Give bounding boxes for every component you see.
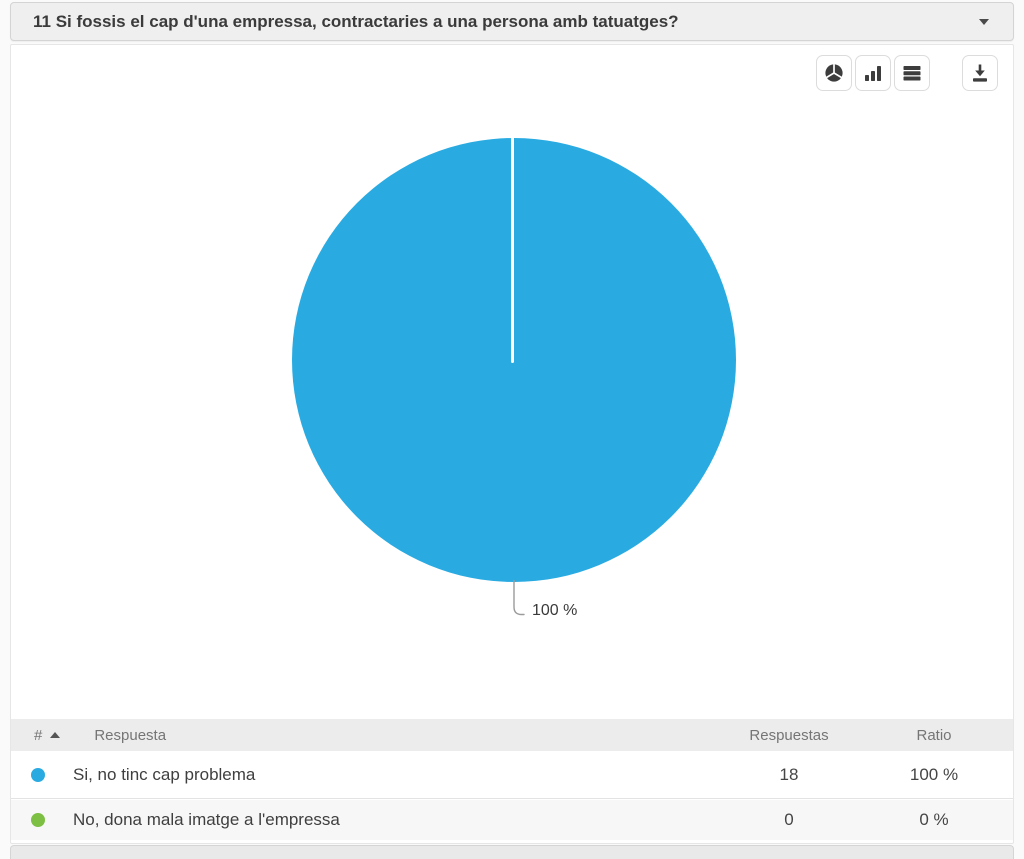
column-header-answer[interactable]: Respuesta bbox=[94, 726, 167, 744]
table-list-icon bbox=[902, 63, 922, 83]
num-header-label: # bbox=[34, 726, 43, 744]
pie-slice[interactable] bbox=[292, 138, 736, 582]
question-title: 11 Si fossis el cap d'una empressa, cont… bbox=[33, 11, 679, 31]
pie-value-label: 100 % bbox=[532, 602, 578, 619]
column-header-responses[interactable]: Respuestas bbox=[749, 726, 829, 744]
triangle-up-icon bbox=[50, 732, 61, 738]
ratio-value: 100 % bbox=[909, 764, 959, 784]
bar-chart-view-button[interactable] bbox=[855, 55, 891, 91]
pie-divider-line bbox=[511, 138, 514, 363]
download-icon bbox=[970, 63, 990, 83]
table-row: Si, no tinc cap problema 18 100 % bbox=[11, 751, 1013, 799]
next-question-header[interactable] bbox=[10, 845, 1014, 859]
responses-value: 18 bbox=[779, 764, 799, 784]
legend-dot bbox=[31, 813, 45, 827]
chart-panel: 100 % # Respuesta Respuestas Ratio Si, n… bbox=[10, 44, 1014, 844]
pie-chart-view-button[interactable] bbox=[816, 55, 852, 91]
column-header-ratio[interactable]: Ratio bbox=[916, 726, 952, 744]
question-header[interactable]: 11 Si fossis el cap d'una empressa, cont… bbox=[10, 2, 1014, 41]
answer-label: Si, no tinc cap problema bbox=[73, 764, 256, 784]
download-button[interactable] bbox=[962, 55, 998, 91]
answer-label: No, dona mala imatge a l'empressa bbox=[73, 810, 340, 829]
caret-down-icon[interactable] bbox=[979, 18, 989, 25]
bar-chart-icon bbox=[863, 63, 883, 83]
ratio-value: 0 % bbox=[919, 810, 949, 829]
table-row: No, dona mala imatge a l'empressa 0 0 % bbox=[11, 800, 1013, 840]
responses-value: 0 bbox=[784, 810, 794, 829]
callout-leader-line bbox=[513, 580, 525, 616]
legend-dot bbox=[31, 767, 45, 782]
column-header-num[interactable]: # bbox=[34, 726, 61, 744]
pie-chart-icon bbox=[824, 63, 844, 83]
table-header-row: # Respuesta Respuestas Ratio bbox=[11, 719, 1013, 751]
table-view-button[interactable] bbox=[894, 55, 930, 91]
